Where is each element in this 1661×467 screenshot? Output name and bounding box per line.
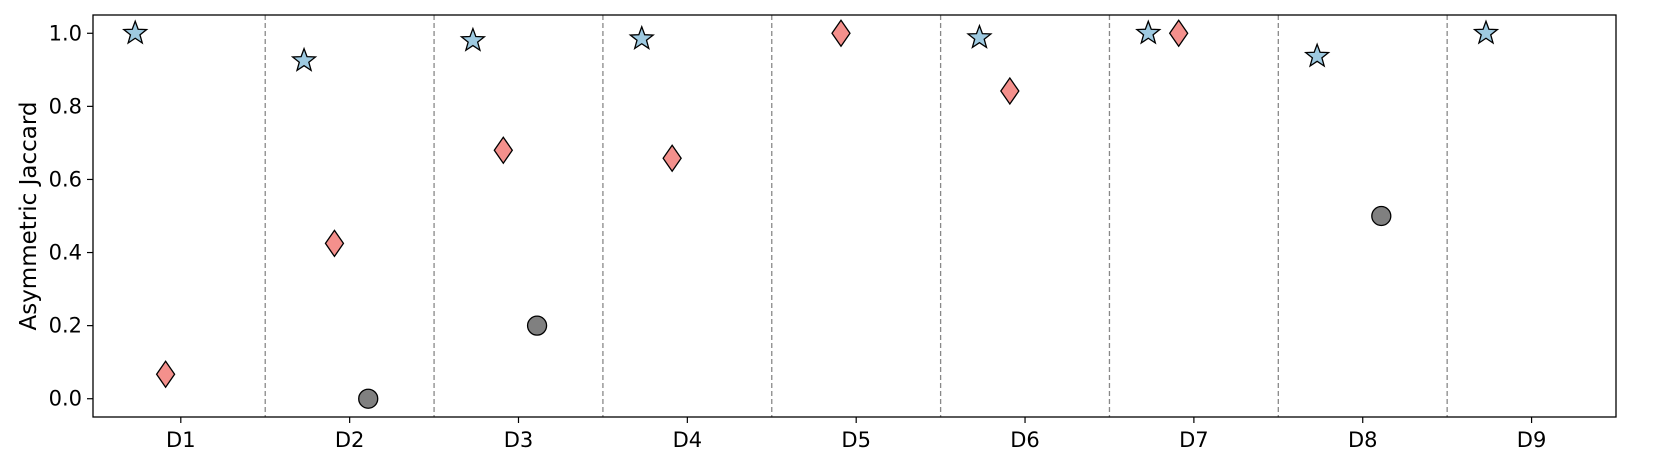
y-tick-label: 0.8 xyxy=(49,94,82,118)
diamond-marker xyxy=(662,144,682,173)
y-tick-label: 0.4 xyxy=(49,241,82,265)
markers-layer xyxy=(122,19,1500,409)
diamond-marker xyxy=(1168,19,1189,48)
x-tick-label: D3 xyxy=(504,428,534,452)
x-tick-label: D4 xyxy=(673,428,703,452)
x-ticks-layer: D1 D2 D3 D4 D5 D6 D7 D8 D9 xyxy=(166,417,1546,452)
separators-layer xyxy=(264,15,1448,417)
diamond-marker xyxy=(1000,76,1020,106)
y-tick-label: 0.0 xyxy=(49,387,82,411)
x-tick-label: D5 xyxy=(841,428,871,452)
circle-marker xyxy=(358,388,379,409)
x-tick-label: D1 xyxy=(166,428,196,452)
circle-marker xyxy=(526,315,548,336)
star-marker xyxy=(459,26,487,52)
x-tick-label: D6 xyxy=(1010,428,1040,452)
y-tick-label: 0.6 xyxy=(49,167,82,191)
x-tick-label: D7 xyxy=(1179,428,1209,452)
star-marker xyxy=(1303,42,1331,68)
diamond-marker xyxy=(831,19,851,48)
star-marker xyxy=(966,23,993,49)
star-marker xyxy=(290,46,318,72)
y-axis-label: Asymmetric Jaccard xyxy=(16,101,42,330)
y-ticks-layer: 0.0 0.2 0.4 0.6 0.8 1.0 xyxy=(49,21,93,411)
star-marker xyxy=(1135,19,1162,45)
circle-marker xyxy=(1371,205,1392,227)
star-marker xyxy=(122,19,149,45)
star-marker xyxy=(628,24,655,50)
x-tick-label: D9 xyxy=(1517,428,1547,452)
plot-frame xyxy=(92,14,1617,418)
diamond-marker xyxy=(493,136,514,165)
y-tick-label: 1.0 xyxy=(49,21,82,45)
x-tick-label: D2 xyxy=(335,428,365,452)
x-tick-label: D8 xyxy=(1348,428,1378,452)
star-marker xyxy=(1472,19,1500,45)
diamond-marker xyxy=(324,229,345,258)
y-tick-label: 0.2 xyxy=(49,314,82,338)
diamond-marker xyxy=(155,360,176,389)
